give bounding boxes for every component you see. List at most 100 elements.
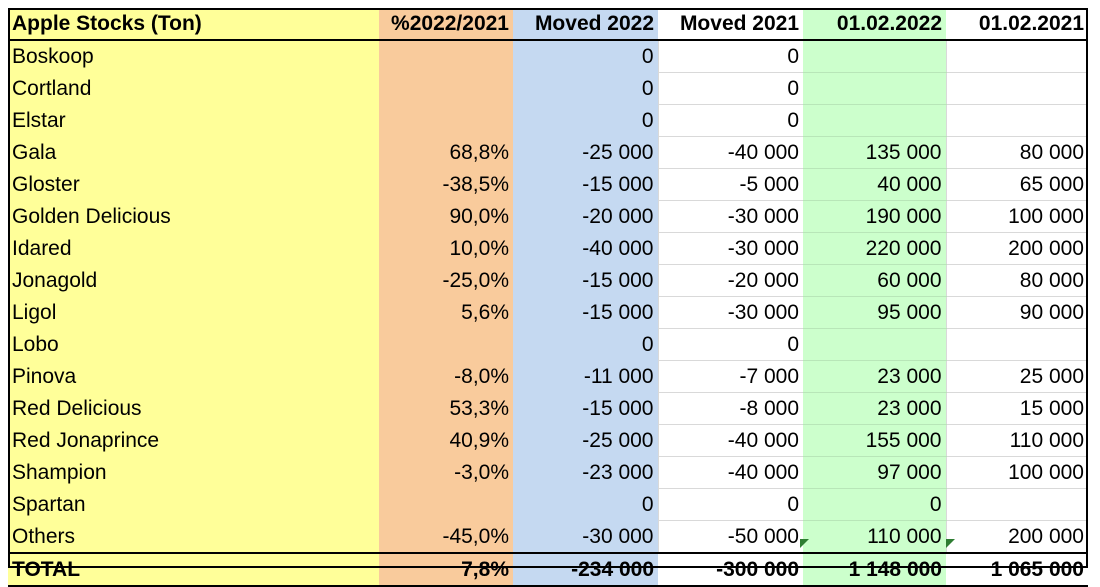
cell-moved-2021[interactable]: 0 <box>657 488 803 521</box>
cell-moved-2022[interactable]: 0 <box>513 40 658 73</box>
cell-pct-change[interactable]: -3,0% <box>379 456 513 489</box>
cell-variety[interactable]: Gala <box>8 136 379 169</box>
cell-variety[interactable]: Lobo <box>8 328 379 361</box>
cell-variety[interactable]: Golden Delicious <box>8 200 379 233</box>
cell-moved-2021[interactable]: -40 000 <box>657 136 803 169</box>
cell-variety[interactable]: Elstar <box>8 104 379 137</box>
cell-stock-2021[interactable] <box>945 104 1088 137</box>
cell-moved-2021[interactable]: -7 000 <box>657 360 803 393</box>
cell-moved-2022[interactable]: -15 000 <box>513 296 658 329</box>
cell-moved-2021[interactable]: -50 000 <box>657 520 803 554</box>
cell-stock-2022[interactable]: 95 000 <box>803 296 946 329</box>
cell-stock-2021[interactable] <box>945 39 1088 73</box>
cell-moved-2022[interactable]: 0 <box>513 104 658 137</box>
cell-stock-2021[interactable]: 90 000 <box>945 296 1088 329</box>
header-stock-2022[interactable]: 01.02.2022 <box>803 8 946 41</box>
cell-stock-2022[interactable]: 135 000 <box>803 136 946 169</box>
cell-moved-2021[interactable]: -20 000 <box>657 264 803 297</box>
cell-stock-2021[interactable]: 65 000 <box>945 168 1088 201</box>
cell-stock-2022[interactable]: 110 000 <box>803 520 946 554</box>
cell-stock-2021[interactable]: 100 000 <box>945 200 1088 233</box>
cell-pct-change[interactable]: 40,9% <box>379 424 513 457</box>
cell-moved-2021[interactable]: -40 000 <box>657 424 803 457</box>
cell-stock-2022[interactable]: 190 000 <box>803 200 946 233</box>
cell-moved-2022[interactable]: -20 000 <box>513 200 658 233</box>
cell-stock-2021[interactable] <box>945 488 1088 521</box>
total-moved-2021[interactable]: -300 000 <box>658 552 803 587</box>
cell-stock-2022[interactable]: 40 000 <box>803 168 946 201</box>
header-variety[interactable]: Apple Stocks (Ton) <box>8 8 379 41</box>
cell-stock-2022[interactable]: 23 000 <box>803 360 946 393</box>
cell-stock-2022[interactable] <box>803 39 946 73</box>
cell-variety[interactable]: Boskoop <box>8 40 379 73</box>
cell-moved-2022[interactable]: -30 000 <box>513 520 658 553</box>
cell-moved-2022[interactable]: -40 000 <box>513 232 658 265</box>
cell-moved-2022[interactable]: -15 000 <box>513 392 658 425</box>
cell-pct-change[interactable] <box>379 328 513 361</box>
total-stock-2022[interactable]: 1 148 000 <box>803 552 946 587</box>
cell-stock-2022[interactable]: 0 <box>803 488 946 521</box>
header-moved-2021[interactable]: Moved 2021 <box>658 8 803 41</box>
cell-pct-change[interactable] <box>379 72 513 105</box>
cell-variety[interactable]: Gloster <box>8 168 379 201</box>
cell-moved-2021[interactable]: 0 <box>657 72 803 105</box>
header-moved-2022[interactable]: Moved 2022 <box>513 8 658 41</box>
cell-variety[interactable]: Pinova <box>8 360 379 393</box>
cell-stock-2021[interactable]: 110 000 <box>945 424 1088 457</box>
cell-variety[interactable]: Spartan <box>8 488 379 521</box>
cell-moved-2022[interactable]: 0 <box>513 488 658 521</box>
cell-moved-2021[interactable]: 0 <box>657 104 803 137</box>
cell-pct-change[interactable]: -25,0% <box>379 264 513 297</box>
cell-stock-2021[interactable] <box>945 72 1088 105</box>
cell-stock-2021[interactable]: 80 000 <box>945 264 1088 297</box>
cell-stock-2022[interactable]: 220 000 <box>803 232 946 265</box>
cell-stock-2021[interactable]: 15 000 <box>945 392 1088 425</box>
cell-stock-2021[interactable]: 80 000 <box>945 136 1088 169</box>
cell-moved-2021[interactable]: 0 <box>657 328 803 361</box>
cell-variety[interactable]: Idared <box>8 232 379 265</box>
cell-pct-change[interactable]: 68,8% <box>379 136 513 169</box>
cell-pct-change[interactable] <box>379 488 513 521</box>
cell-stock-2021[interactable]: 200 000 <box>945 520 1088 554</box>
cell-stock-2021[interactable]: 25 000 <box>945 360 1088 393</box>
cell-moved-2022[interactable]: -23 000 <box>513 456 658 489</box>
cell-moved-2021[interactable]: 0 <box>657 39 803 73</box>
cell-stock-2022[interactable] <box>803 328 946 361</box>
cell-pct-change[interactable]: -8,0% <box>379 360 513 393</box>
cell-variety[interactable]: Ligol <box>8 296 379 329</box>
cell-moved-2021[interactable]: -40 000 <box>657 456 803 489</box>
header-pct-change[interactable]: %2022/2021 <box>379 8 513 41</box>
cell-moved-2021[interactable]: -30 000 <box>657 296 803 329</box>
cell-pct-change[interactable] <box>379 104 513 137</box>
cell-pct-change[interactable]: 5,6% <box>379 296 513 329</box>
cell-moved-2021[interactable]: -5 000 <box>657 168 803 201</box>
cell-moved-2022[interactable]: -15 000 <box>513 168 658 201</box>
cell-variety[interactable]: Red Delicious <box>8 392 379 425</box>
cell-stock-2021[interactable] <box>945 328 1088 361</box>
cell-stock-2022[interactable] <box>803 104 946 137</box>
cell-stock-2022[interactable]: 23 000 <box>803 392 946 425</box>
cell-stock-2022[interactable]: 97 000 <box>803 456 946 489</box>
cell-stock-2021[interactable]: 100 000 <box>945 456 1088 489</box>
total-moved-2022[interactable]: -234 000 <box>513 552 658 587</box>
cell-variety[interactable]: Shampion <box>8 456 379 489</box>
cell-stock-2021[interactable]: 200 000 <box>945 232 1088 265</box>
total-label[interactable]: TOTAL <box>8 552 379 587</box>
cell-moved-2021[interactable]: -30 000 <box>657 232 803 265</box>
cell-moved-2022[interactable]: -25 000 <box>513 136 658 169</box>
cell-moved-2022[interactable]: -25 000 <box>513 424 658 457</box>
cell-pct-change[interactable]: -45,0% <box>379 520 513 553</box>
cell-moved-2022[interactable]: -11 000 <box>513 360 658 393</box>
cell-moved-2021[interactable]: -30 000 <box>657 200 803 233</box>
cell-variety[interactable]: Jonagold <box>8 264 379 297</box>
cell-pct-change[interactable] <box>379 40 513 73</box>
header-stock-2021[interactable]: 01.02.2021 <box>946 8 1088 41</box>
cell-variety[interactable]: Cortland <box>8 72 379 105</box>
cell-variety[interactable]: Red Jonaprince <box>8 424 379 457</box>
cell-moved-2022[interactable]: 0 <box>513 72 658 105</box>
cell-moved-2022[interactable]: -15 000 <box>513 264 658 297</box>
cell-stock-2022[interactable]: 60 000 <box>803 264 946 297</box>
cell-pct-change[interactable]: 10,0% <box>379 232 513 265</box>
total-stock-2021[interactable]: 1 065 000 <box>946 552 1088 587</box>
cell-moved-2022[interactable]: 0 <box>513 328 658 361</box>
